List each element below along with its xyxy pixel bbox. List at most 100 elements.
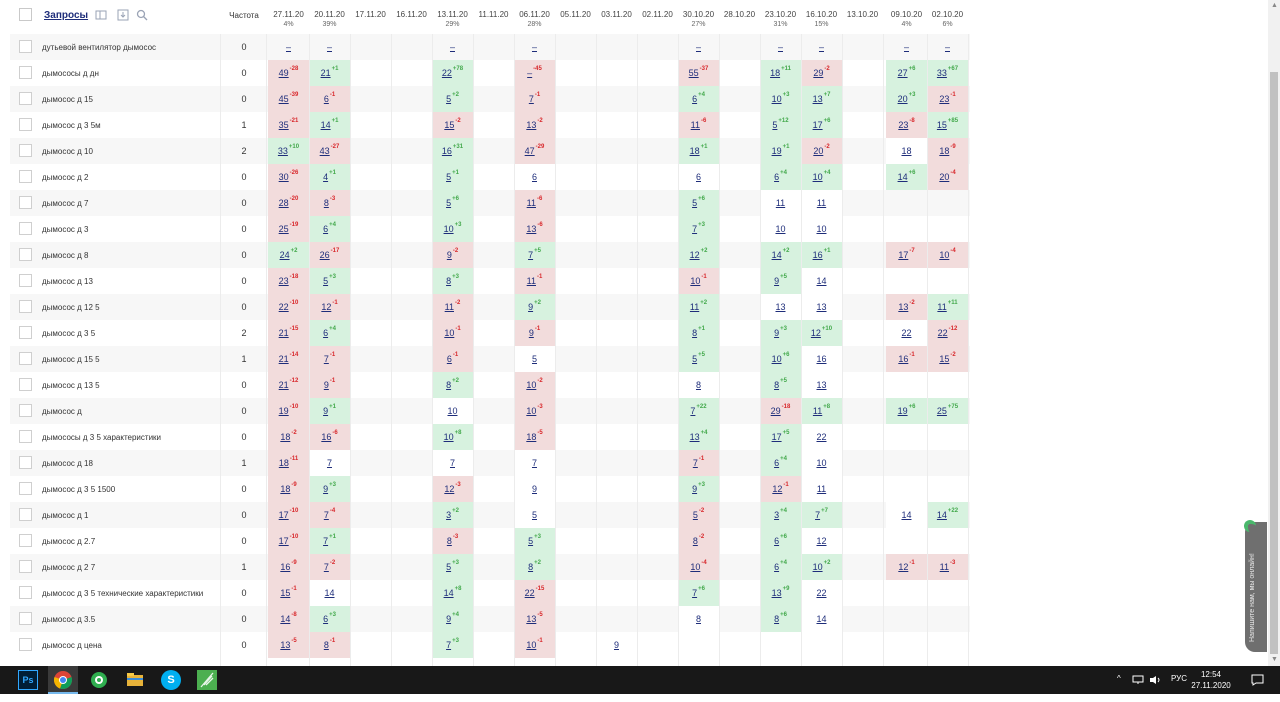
position-value[interactable]: 13 xyxy=(771,588,782,598)
position-cell[interactable]: 21 -14 xyxy=(268,346,309,372)
position-value[interactable]: 5 xyxy=(528,536,534,546)
position-cell[interactable]: 11 +11 xyxy=(927,294,968,320)
position-value[interactable]: 13 xyxy=(816,380,827,390)
position-value[interactable]: 11 xyxy=(939,562,949,572)
row-checkbox[interactable] xyxy=(19,378,32,391)
position-value[interactable]: 9 xyxy=(774,328,780,338)
position-cell[interactable]: 33 +10 xyxy=(268,138,309,164)
position-value[interactable]: 13 xyxy=(816,302,827,312)
row-checkbox[interactable] xyxy=(19,274,32,287)
position-cell[interactable]: 11 -3 xyxy=(927,554,968,580)
position-value[interactable]: 12 xyxy=(898,562,909,572)
row-checkbox[interactable] xyxy=(19,612,32,625)
position-cell[interactable]: 9 -2 xyxy=(432,242,473,268)
position-cell[interactable]: 47 -29 xyxy=(514,138,555,164)
position-value[interactable]: 45 xyxy=(278,94,289,104)
position-cell[interactable]: 14 -8 xyxy=(268,606,309,632)
position-cell[interactable]: 3 +2 xyxy=(432,502,473,528)
scrollbar-thumb[interactable] xyxy=(1270,72,1278,654)
columns-icon[interactable] xyxy=(95,9,107,21)
date-column-header[interactable]: 06.11.20 28% xyxy=(514,10,555,30)
green-app-icon[interactable] xyxy=(89,670,109,690)
position-cell[interactable]: 8 -3 xyxy=(432,528,473,554)
position-value[interactable]: 3 xyxy=(774,510,780,520)
position-cell[interactable]: 8 -3 xyxy=(309,190,350,216)
position-value[interactable]: 7 xyxy=(323,510,329,520)
position-value[interactable]: 11 xyxy=(526,276,536,286)
position-value[interactable]: 43 xyxy=(319,146,330,156)
position-cell[interactable]: 12 -1 xyxy=(886,554,927,580)
position-value[interactable]: 12 xyxy=(444,484,455,494)
feather-app-icon[interactable] xyxy=(197,670,217,690)
date-column-header[interactable]: 09.10.20 4% xyxy=(886,10,927,30)
position-cell[interactable]: 9 +2 xyxy=(514,294,555,320)
position-value[interactable]: 12 xyxy=(321,302,332,312)
taskbar-clock[interactable]: 12:54 27.11.2020 xyxy=(1188,669,1234,691)
position-cell[interactable]: 19 +1 xyxy=(760,138,801,164)
date-column-header[interactable]: 27.11.20 4% xyxy=(268,10,309,30)
position-cell[interactable]: 33 +67 xyxy=(927,60,968,86)
position-value[interactable]: 22 xyxy=(816,588,827,598)
position-cell[interactable]: 9 +3 xyxy=(678,476,719,502)
position-value[interactable]: 12 xyxy=(772,484,783,494)
position-value[interactable]: 10 xyxy=(444,328,455,338)
position-cell[interactable]: 6 +4 xyxy=(760,450,801,476)
position-cell[interactable]: 5 +3 xyxy=(432,554,473,580)
position-value[interactable]: 11 xyxy=(526,198,536,208)
position-value[interactable]: 8 xyxy=(323,198,329,208)
position-value[interactable]: 11 xyxy=(689,302,700,312)
position-value[interactable]: 5 xyxy=(531,510,537,520)
position-cell[interactable]: 14 xyxy=(801,268,842,294)
position-value[interactable]: 8 xyxy=(323,640,329,650)
position-cell[interactable]: 8 +2 xyxy=(514,554,555,580)
date-column-header[interactable]: 03.11.20 xyxy=(596,10,637,20)
position-cell[interactable]: – xyxy=(886,34,927,60)
position-cell[interactable]: 23 -8 xyxy=(886,112,927,138)
position-cell[interactable]: – xyxy=(432,34,473,60)
date-column-header[interactable]: 05.11.20 xyxy=(555,10,596,20)
position-value[interactable]: 7 xyxy=(692,458,698,468)
row-checkbox[interactable] xyxy=(19,586,32,599)
position-value[interactable]: 19 xyxy=(771,146,782,156)
position-value[interactable]: 11 xyxy=(690,120,700,130)
select-all-checkbox[interactable] xyxy=(19,8,32,21)
position-value[interactable]: 3 xyxy=(446,510,452,520)
position-cell[interactable]: 13 +7 xyxy=(801,86,842,112)
position-cell[interactable]: 17 +6 xyxy=(801,112,842,138)
position-cell[interactable]: 7 +3 xyxy=(678,216,719,242)
position-value[interactable]: 13 xyxy=(775,302,786,312)
position-value[interactable]: 7 xyxy=(815,510,821,520)
position-value[interactable]: 14 xyxy=(280,614,291,624)
position-value[interactable]: 14 xyxy=(897,172,908,182)
position-cell[interactable]: 9 -1 xyxy=(309,372,350,398)
position-value[interactable]: 23 xyxy=(898,120,909,130)
position-cell[interactable]: 14 xyxy=(801,606,842,632)
position-value[interactable]: 16 xyxy=(812,250,823,260)
position-value[interactable]: 16 xyxy=(898,354,909,364)
position-cell[interactable]: 14 +22 xyxy=(927,502,968,528)
position-cell[interactable]: 9 xyxy=(596,632,637,658)
position-cell[interactable]: 10 +2 xyxy=(801,554,842,580)
position-value[interactable]: 35 xyxy=(278,120,289,130)
position-cell[interactable]: 5 -2 xyxy=(678,502,719,528)
position-cell[interactable]: 11 +2 xyxy=(678,294,719,320)
position-value[interactable]: 7 xyxy=(528,94,534,104)
position-cell[interactable]: 10 xyxy=(432,398,473,424)
position-value[interactable]: 14 xyxy=(320,120,331,130)
position-cell[interactable]: 8 xyxy=(678,606,719,632)
position-cell[interactable]: 11 +8 xyxy=(801,398,842,424)
position-value[interactable]: 10 xyxy=(443,432,454,442)
position-cell[interactable]: – -45 xyxy=(514,60,555,86)
position-value[interactable]: 6 xyxy=(774,562,780,572)
position-value[interactable]: 29 xyxy=(770,406,781,416)
position-value[interactable]: 18 xyxy=(770,68,781,78)
position-cell[interactable]: 18 xyxy=(886,138,927,164)
position-value[interactable]: 5 xyxy=(323,276,329,286)
position-value[interactable]: 7 xyxy=(326,458,332,468)
position-cell[interactable]: 29 -2 xyxy=(801,60,842,86)
position-cell[interactable]: 11 -6 xyxy=(678,112,719,138)
position-value[interactable]: 7 xyxy=(323,354,329,364)
network-icon[interactable] xyxy=(1132,675,1144,685)
position-value[interactable]: 11 xyxy=(816,198,827,208)
position-value[interactable]: 10 xyxy=(690,562,701,572)
